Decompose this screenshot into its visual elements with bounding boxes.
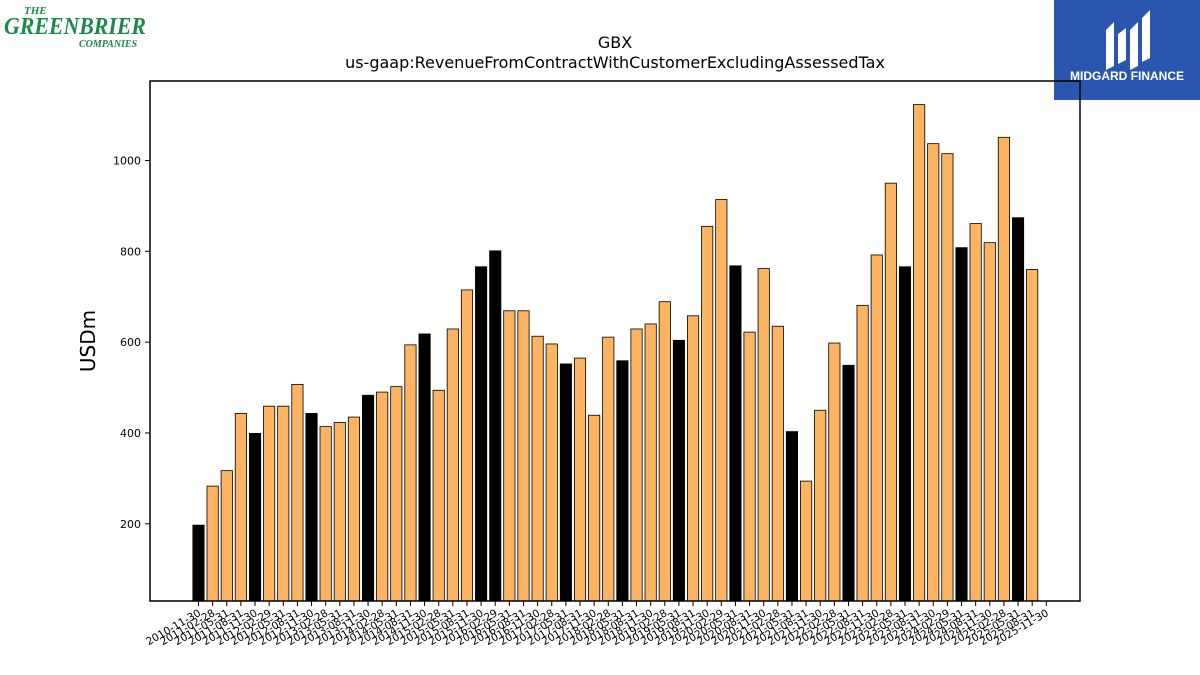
chart-subtitle: us-gaap:RevenueFromContractWithCustomerE…: [345, 53, 885, 72]
bar-2025-02-28: [997, 136, 1010, 602]
bar-2013-08-31: [347, 416, 360, 602]
y-tick-label: 1000: [113, 154, 141, 167]
y-tick-label: 600: [120, 336, 141, 349]
bar-2014-05-31: [390, 386, 403, 602]
bar-2017-02-28: [545, 343, 558, 602]
bar-2019-11-30: [701, 225, 714, 602]
bar-2016-05-31: [503, 310, 516, 602]
bar-2020-02-29: [715, 199, 728, 602]
bar-2016-11-30: [531, 335, 544, 602]
logo-companies-text: COMPANIES: [79, 39, 138, 50]
bar-2024-02-29: [941, 153, 954, 602]
bar-2014-02-28: [376, 391, 389, 602]
bar-2020-08-31: [743, 331, 756, 602]
y-ticks-group: 200 400 600 800 1000: [113, 154, 150, 531]
bar-2016-08-31: [517, 310, 530, 602]
midgard-mark-icon: [1106, 10, 1150, 70]
bar-2023-11-30: [927, 143, 940, 602]
bar-2021-05-31: [785, 431, 799, 602]
bar-2025-08-31: [1026, 269, 1039, 602]
greenbrier-logo: THE GREENBRIER COMPANIES: [4, 4, 154, 50]
bar-2012-11-30: [305, 413, 318, 602]
bar-2011-08-31: [234, 413, 247, 602]
bar-2013-02-28: [319, 426, 332, 602]
bar-2021-02-28: [771, 325, 784, 602]
bar-2016-02-29: [489, 250, 502, 602]
bar-2018-11-30: [644, 323, 657, 602]
bar-2020-05-31: [729, 265, 742, 602]
bar-2013-11-30: [362, 394, 375, 602]
bar-2023-05-31: [898, 266, 912, 602]
bar-2018-02-28: [602, 336, 615, 602]
bar-2019-02-28: [658, 301, 671, 602]
bar-2013-05-31: [333, 422, 346, 602]
bar-2015-11-30: [475, 266, 488, 602]
bar-2011-11-30: [248, 433, 262, 602]
bar-2022-08-31: [856, 304, 869, 602]
y-tick-label: 800: [120, 245, 141, 258]
chart-title: GBX: [598, 33, 632, 52]
bar-2024-08-31: [969, 223, 982, 602]
bar-2024-05-31: [955, 247, 968, 602]
bar-2015-02-28: [432, 389, 445, 602]
bar-2018-05-31: [616, 360, 629, 602]
bar-2022-02-28: [828, 342, 841, 602]
logo-the-text: THE: [24, 5, 47, 17]
bars-group: [192, 104, 1039, 602]
y-tick-label: 400: [120, 427, 141, 440]
bar-2015-05-31: [446, 328, 459, 602]
x-ticks-group: 2010-11-302011-02-282011-05-312011-08-31…: [144, 601, 1051, 648]
bar-2020-11-30: [757, 268, 770, 602]
bar-2024-11-30: [983, 242, 996, 602]
bar-2023-02-28: [884, 182, 897, 602]
bar-2017-08-31: [573, 357, 587, 602]
bar-2021-11-30: [814, 409, 827, 602]
y-axis-label: USDm: [76, 310, 100, 372]
bar-2011-05-31: [220, 470, 233, 602]
bar-2023-08-31: [913, 104, 926, 602]
bar-2025-05-31: [1011, 217, 1025, 602]
bar-2018-08-31: [630, 328, 643, 602]
logo-main-text: GREENBRIER: [4, 14, 146, 40]
bar-2014-11-30: [418, 333, 431, 602]
bar-2012-02-29: [263, 405, 276, 602]
midgard-finance-logo: MIDGARD FINANCE: [1054, 0, 1200, 100]
bar-2022-05-31: [842, 364, 855, 602]
bar-2021-08-31: [800, 480, 813, 602]
bar-2017-05-31: [559, 363, 572, 602]
y-tick-label: 200: [120, 518, 141, 531]
plot-frame: [149, 80, 1081, 602]
bar-2019-05-31: [672, 339, 685, 602]
bar-2012-08-31: [291, 383, 304, 602]
bar-2022-11-30: [870, 254, 883, 602]
bar-2015-08-31: [460, 289, 474, 602]
bar-2010-11-30: [192, 524, 205, 602]
bar-2012-05-31: [277, 405, 290, 602]
bar-2014-08-31: [404, 344, 417, 602]
bar-2017-11-30: [588, 414, 601, 602]
bar-2019-08-31: [687, 315, 700, 602]
partner-logo-text: MIDGARD FINANCE: [1070, 69, 1184, 83]
bar-2011-02-28: [206, 485, 219, 602]
